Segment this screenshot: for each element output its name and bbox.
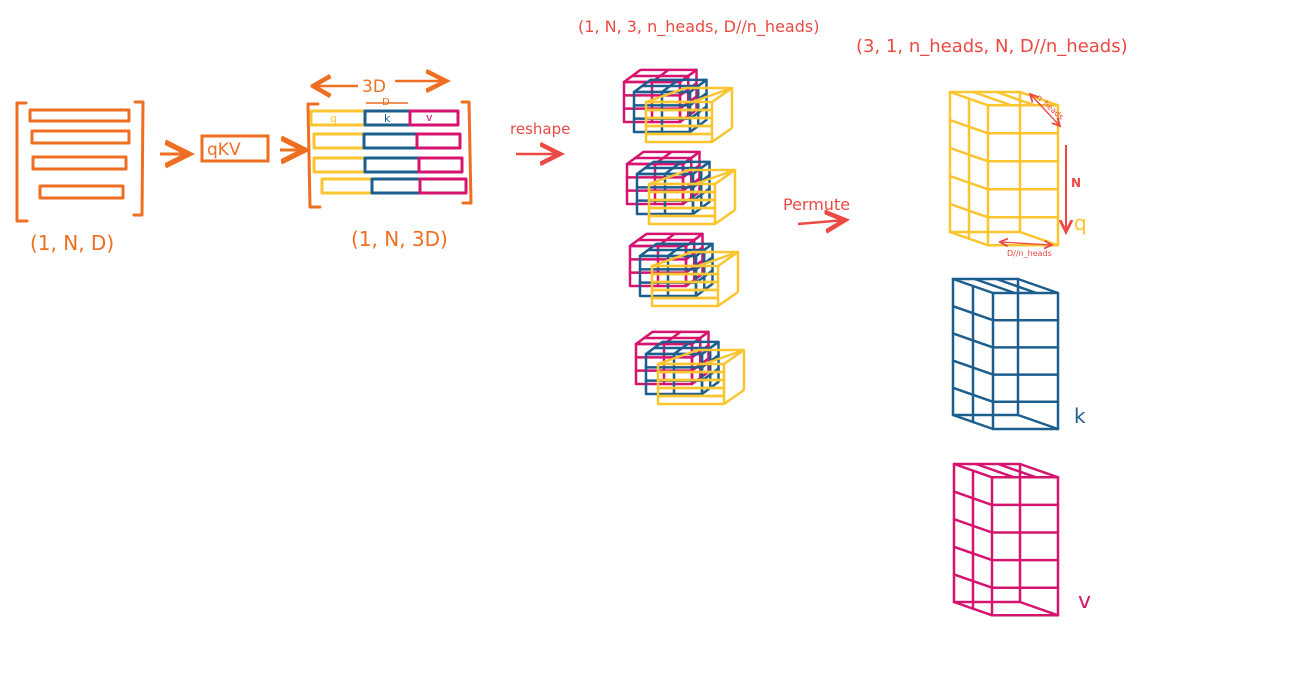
tensor-grid-line [974,462,1016,479]
input-row [31,155,128,171]
tensor-grid-line [996,462,1038,479]
q-width-label: D//n_heads [1007,249,1052,258]
output-row [309,109,460,127]
tensor-edge [1018,600,1060,617]
output-width-label: 3D [362,77,386,97]
input-shape-label: (1, N, D) [30,231,114,255]
k-tensor-name: k [1074,404,1086,428]
input-row [38,184,125,200]
slab-row [644,132,714,144]
v-segment-label: v [426,111,433,124]
slab-edge [711,86,733,104]
slab-edge [717,290,739,308]
permute-shape-label: (3, 1, n_heads, N, D//n_heads) [856,36,1128,57]
reshaped-q-slab [644,86,734,144]
q-depth-arrow [1030,94,1060,126]
output-shape-label: (1, N, 3D) [351,227,448,251]
input-right-bracket [132,100,145,217]
tensor-front-face [986,104,1060,247]
v-tensor-name: v [1078,589,1091,614]
reshaped-q-slab [647,168,737,226]
reshape-label: reshape [510,120,570,138]
slab-row [647,214,717,226]
slab-row [656,394,726,406]
q-height-label: N [1071,176,1081,190]
input-row [28,108,131,123]
reshaped-stack [622,68,734,144]
qkv-layer-label: qKV [207,140,241,160]
output-right-bracket [460,100,473,205]
q-depth-label: n_heads [1035,93,1066,122]
permute-arrow [797,220,845,224]
input-left-bracket [15,101,29,223]
q-width-arrow [1000,242,1052,245]
tensor-front-face [990,476,1060,617]
tensor-grid-line [995,277,1038,295]
output-row [320,177,468,195]
k-segment-label: k [384,112,391,125]
tensor-edge [1016,277,1060,295]
slab-row [650,296,720,308]
slab-edge [717,250,739,268]
slab-edge [714,208,736,226]
reshape-shape-label: (1, N, 3, n_heads, D//n_heads) [578,17,819,37]
tensor-edge [1018,462,1060,479]
slab-edge [723,388,745,406]
slab-edge [723,348,745,366]
output-row [312,132,462,150]
slab-edge [714,168,736,186]
segment-width-label: D [382,97,390,108]
slab-edge [711,126,733,144]
reshaped-stacks [622,68,746,406]
reshaped-q-slab [650,250,740,308]
output-row [312,156,464,174]
permute-label: Permute [783,195,850,214]
q-tensor-name: q [1074,211,1087,235]
tensor-grid-line [973,277,1016,295]
reshaped-stack [625,150,737,226]
qkv-output-matrix [306,100,473,209]
tensor-front-face [991,291,1060,431]
reshaped-stack [634,330,746,406]
output-left-bracket [306,102,322,209]
qkv-layer-box [200,134,270,163]
q-segment-label: q [330,112,337,125]
k-tensor-cube [951,277,1060,431]
input-row [30,129,131,145]
q-tensor-cube [948,90,1060,247]
v-tensor-cube [952,462,1060,617]
input-matrix [15,100,145,223]
tensor-grid-line [995,90,1036,107]
reshaped-stack [628,232,740,308]
reshaped-q-slab [656,348,746,406]
tensor-grid-line [972,90,1013,107]
tensor-edge [1016,413,1060,431]
